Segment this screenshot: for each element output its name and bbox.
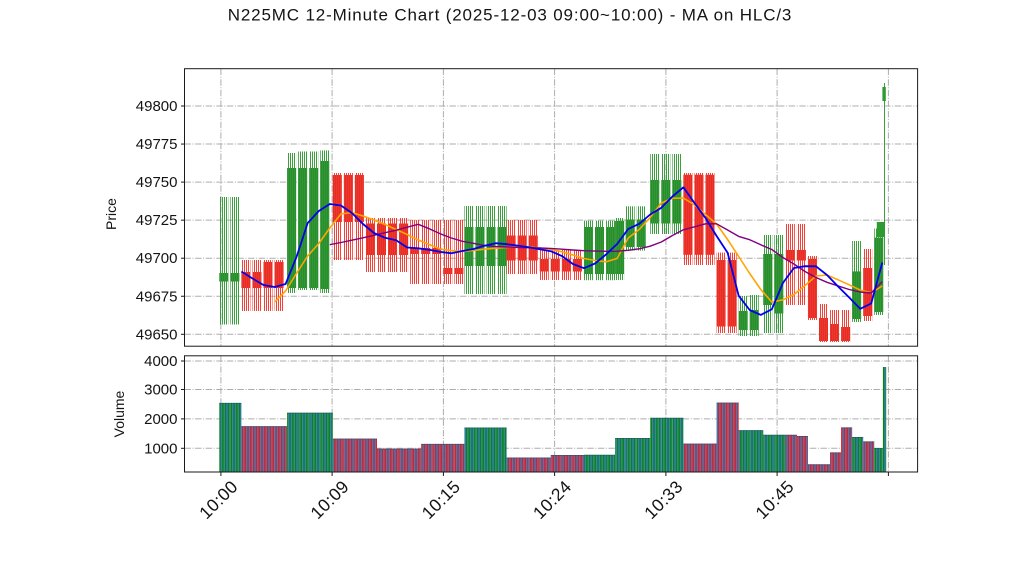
svg-text:49700: 49700 xyxy=(136,250,178,267)
svg-text:Volume: Volume xyxy=(111,390,127,437)
svg-text:3000: 3000 xyxy=(144,382,177,399)
svg-text:4000: 4000 xyxy=(144,353,177,370)
svg-text:49725: 49725 xyxy=(136,212,178,229)
svg-text:2000: 2000 xyxy=(144,411,177,428)
svg-text:49800: 49800 xyxy=(136,98,178,115)
svg-text:1000: 1000 xyxy=(144,440,177,457)
svg-text:Price: Price xyxy=(103,198,119,230)
svg-text:49750: 49750 xyxy=(136,174,178,191)
svg-text:49775: 49775 xyxy=(136,136,178,153)
svg-text:49675: 49675 xyxy=(136,288,178,305)
svg-text:49650: 49650 xyxy=(136,326,178,343)
svg-text:N225MC 12-Minute Chart (2025-1: N225MC 12-Minute Chart (2025-12-03 09:00… xyxy=(228,6,793,25)
